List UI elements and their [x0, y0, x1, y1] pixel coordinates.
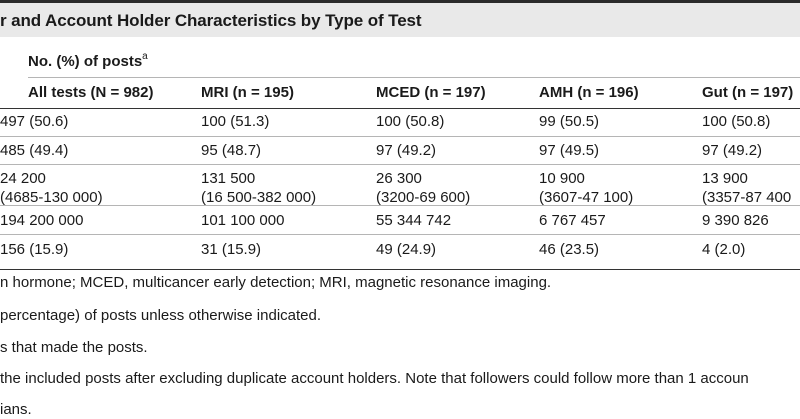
- group-header: No. (%) of postsa: [28, 51, 148, 70]
- cell-row4-mced: 55 344 742: [376, 212, 452, 229]
- cell-row5-all-tests: 156 (15.9): [0, 241, 69, 258]
- cell-row5-gut: 4 (2.0): [702, 241, 746, 258]
- cell-row1-mced: 100 (50.8): [376, 113, 445, 130]
- cell-row2-gut: 97 (49.2): [702, 142, 763, 159]
- footnote-2: percentage) of posts unless otherwise in…: [0, 307, 322, 324]
- cell-row4-gut: 9 390 826: [702, 212, 769, 229]
- cell-row4-amh: 6 767 457: [539, 212, 606, 229]
- cell-row5-amh: 46 (23.5): [539, 241, 600, 258]
- col-header-all-tests: All tests (N = 982): [28, 84, 154, 101]
- cell-row2-mced: 97 (49.2): [376, 142, 437, 159]
- col-header-mri: MRI (n = 195): [201, 84, 294, 101]
- group-header-label: No. (%) of posts: [28, 53, 143, 70]
- cell-row1-amh: 99 (50.5): [539, 113, 600, 130]
- row-divider: [0, 136, 800, 137]
- col-header-gut: Gut (n = 197): [702, 84, 794, 101]
- footnote-marker: a: [142, 51, 148, 62]
- cell-row3-gut: 13 900 (3357-87 400: [702, 170, 792, 206]
- cell-row3-all-tests: 24 200 (4685-130 000): [0, 170, 103, 206]
- header-rule: [0, 108, 800, 109]
- cell-row5-mri: 31 (15.9): [201, 241, 262, 258]
- table-bottom-rule: [0, 269, 800, 270]
- cell-row2-amh: 97 (49.5): [539, 142, 600, 159]
- cell-row2-mri: 95 (48.7): [201, 142, 262, 159]
- row-divider: [0, 234, 800, 235]
- footnote-4: the included posts after excluding dupli…: [0, 370, 749, 387]
- col-header-mced: MCED (n = 197): [376, 84, 486, 101]
- cell-row1-mri: 100 (51.3): [201, 113, 270, 130]
- table-title-bar: r and Account Holder Characteristics by …: [0, 0, 800, 37]
- row-divider: [0, 205, 800, 206]
- footnote-3: s that made the posts.: [0, 339, 148, 356]
- cell-row1-gut: 100 (50.8): [702, 113, 771, 130]
- cell-row4-all-tests: 194 200 000: [0, 212, 84, 229]
- cell-row4-mri: 101 100 000: [201, 212, 285, 229]
- group-header-rule: [28, 77, 800, 78]
- cell-row3-mri: 131 500 (16 500-382 000): [201, 170, 317, 206]
- cell-row3-amh: 10 900 (3607-47 100): [539, 170, 634, 206]
- row-divider: [0, 164, 800, 165]
- footnote-1: n hormone; MCED, multicancer early detec…: [0, 274, 552, 291]
- table-title: r and Account Holder Characteristics by …: [0, 11, 422, 30]
- cell-row5-mced: 49 (24.9): [376, 241, 437, 258]
- footnote-5: ians.: [0, 401, 32, 418]
- col-header-amh: AMH (n = 196): [539, 84, 639, 101]
- cell-row3-mced: 26 300 (3200-69 600): [376, 170, 471, 206]
- cell-row1-all-tests: 497 (50.6): [0, 113, 69, 130]
- cell-row2-all-tests: 485 (49.4): [0, 142, 69, 159]
